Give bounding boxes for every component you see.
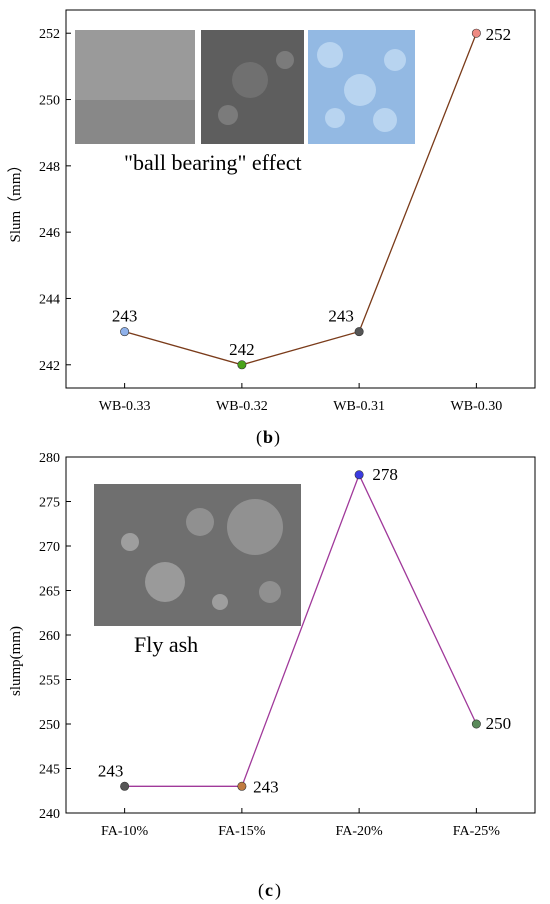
data-label: 243: [328, 307, 354, 326]
svg-text:(: (: [256, 427, 262, 448]
series-line: [124, 32, 477, 366]
y-tick-label: 244: [39, 292, 60, 307]
inset-caption: Fly ash: [134, 632, 198, 657]
data-point: [354, 327, 364, 337]
svg-text:(: (: [258, 880, 264, 901]
caption-letter: b: [263, 427, 273, 447]
inset-caption: "ball bearing" effect: [124, 150, 302, 175]
data-point: [237, 360, 247, 370]
caption-letter: c: [265, 880, 273, 900]
x-tick-label: WB-0.30: [451, 399, 503, 414]
y-tick-label: 240: [39, 807, 60, 822]
x-tick-label: FA-20%: [336, 824, 384, 839]
y-tick-label: 252: [39, 27, 60, 42]
x-tick-label: FA-10%: [101, 824, 149, 839]
y-tick-label: 245: [39, 763, 60, 778]
y-tick-label: 248: [39, 160, 60, 175]
y-axis-label: Slum（mm）: [7, 157, 24, 242]
series: 243 243 278 250: [98, 465, 511, 797]
svg-text:): ): [274, 427, 280, 448]
x-axis: WB-0.33 WB-0.32 WB-0.31 WB-0.30: [99, 383, 502, 414]
data-point: [120, 327, 130, 337]
y-tick-label: 270: [39, 540, 60, 555]
y-tick-label: 250: [39, 718, 60, 733]
x-tick-label: WB-0.33: [99, 399, 151, 414]
y-axis: 240 245 250 255 260 265 270 275 280: [39, 452, 71, 822]
x-tick-label: FA-25%: [453, 824, 501, 839]
y-tick-label: 250: [39, 94, 60, 109]
y-tick-label: 280: [39, 452, 60, 466]
x-tick-label: WB-0.32: [216, 399, 268, 414]
micrograph-inset-c: [94, 484, 301, 626]
data-label: 242: [229, 340, 255, 359]
data-label: 243: [112, 307, 138, 326]
y-axis: 242 244 246 248 250 252: [39, 27, 71, 374]
plot-frame: [65, 9, 536, 389]
series-line: [124, 473, 477, 787]
y-tick-label: 260: [39, 629, 60, 644]
y-tick-label: 255: [39, 674, 60, 689]
svg-text:): ): [275, 880, 281, 901]
data-label: 250: [486, 714, 512, 733]
panel-caption: ( c ): [258, 880, 281, 901]
y-tick-label: 242: [39, 359, 60, 374]
series: 243 242 243 252: [112, 25, 512, 370]
x-tick-label: WB-0.31: [333, 399, 385, 414]
data-point: [237, 781, 247, 791]
data-point: [120, 781, 130, 791]
micrograph-insets-b: [75, 30, 415, 144]
data-label: 278: [372, 465, 398, 484]
data-label: 243: [253, 777, 279, 796]
x-axis: FA-10% FA-15% FA-20% FA-25%: [101, 808, 500, 839]
data-point: [471, 28, 481, 38]
x-tick-label: FA-15%: [218, 824, 266, 839]
chart-panel-b: "ball bearing" effect 242 244 246 248 250 252…: [7, 9, 536, 448]
y-tick-label: 275: [39, 496, 60, 511]
y-tick-label: 265: [39, 585, 60, 600]
data-point: [471, 719, 481, 729]
panel-caption: ( b ): [256, 427, 280, 448]
y-axis-label: slump(mm): [8, 626, 24, 696]
data-label: 243: [98, 761, 124, 780]
data-label: 252: [486, 25, 512, 44]
data-point: [354, 470, 364, 480]
y-tick-label: 246: [39, 226, 60, 241]
chart-panel-c: Fly ash 240 245 250 255 260 265 270 275 280 FA-1…: [8, 452, 536, 901]
